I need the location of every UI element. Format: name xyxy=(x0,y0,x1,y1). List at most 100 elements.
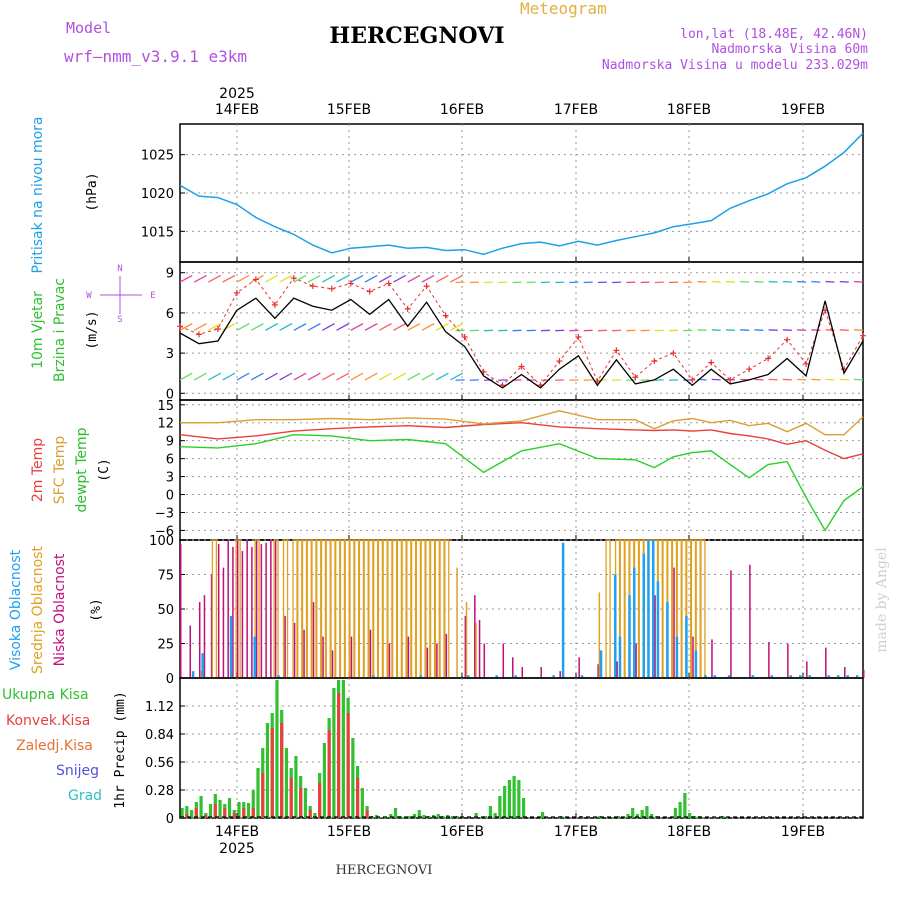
wind-arrow xyxy=(797,329,807,331)
cloud-low-bar xyxy=(303,629,305,678)
precip-total-bar xyxy=(237,802,241,818)
y-tick-label: 0 xyxy=(166,387,174,402)
precip-total-bar xyxy=(498,796,502,818)
precip-total-bar xyxy=(436,814,440,818)
y-tick-label: −3 xyxy=(155,506,174,521)
wind-arrow xyxy=(853,329,864,331)
wind-arrow xyxy=(768,329,778,331)
gust-point xyxy=(803,360,810,367)
gust-point xyxy=(385,280,392,287)
y-tick-label: 0 xyxy=(166,812,174,827)
cloud-low-bar xyxy=(350,636,353,678)
cloud-low-bar xyxy=(222,567,225,678)
cloud-mid-bar xyxy=(401,539,407,679)
gust-point xyxy=(423,283,430,290)
footer-station: HERCEGNOVI xyxy=(336,863,433,878)
cloud-low-bar xyxy=(597,664,599,678)
gust-point xyxy=(195,331,202,338)
cloud-high-bar xyxy=(789,675,793,678)
day-label-top: 17FEB xyxy=(554,102,598,118)
precip-legend: Ukupna Kisa Konvek.Kisa Zaledj.Kisa Snij… xyxy=(2,687,102,804)
gust-point xyxy=(556,358,563,365)
cloud-high-bar xyxy=(846,675,849,678)
cloud-mid-bar xyxy=(465,602,468,678)
cloud-high-bar xyxy=(614,574,617,678)
wind-arrow xyxy=(279,274,293,283)
wind-arrow xyxy=(421,323,435,331)
precip-total-bar xyxy=(180,808,184,818)
wind-arrow xyxy=(364,372,378,381)
wind-arrow xyxy=(179,274,193,283)
wind-rose-w: W xyxy=(86,291,92,301)
precip-total-bar xyxy=(417,810,421,818)
precip-total-bar xyxy=(683,793,687,818)
precip-total-bar xyxy=(626,814,630,818)
cloud-high-bar xyxy=(727,675,731,678)
precip-unit: 1hr Precip (mm) xyxy=(113,691,128,808)
cloud-low-bar xyxy=(180,544,182,678)
wind-title-2: Brzina i Pravac xyxy=(52,278,68,382)
cloud-high-bar xyxy=(798,675,802,678)
precip-conv-bar xyxy=(299,788,303,818)
gust-point xyxy=(328,285,335,292)
wind-arrow xyxy=(825,378,835,381)
gust-point xyxy=(252,276,259,283)
cloud-high-bar xyxy=(419,675,423,678)
y-tick-label: 1025 xyxy=(141,149,174,164)
gust-point xyxy=(689,376,696,383)
precip-total-bar xyxy=(702,817,706,818)
cloud-high-bar xyxy=(632,567,636,678)
cloud-mid-bar xyxy=(456,567,458,678)
precip-total-bar xyxy=(522,798,526,818)
cloud-high-bar xyxy=(855,675,859,678)
precip-conv-bar xyxy=(251,808,255,818)
precip-total-bar xyxy=(488,806,492,818)
gust-point xyxy=(233,289,240,296)
cloud-low-bar xyxy=(265,542,267,678)
precip-conv-bar xyxy=(232,813,236,818)
day-label-bottom: 16FEB xyxy=(440,824,484,840)
precip-total-bar xyxy=(379,817,383,818)
cloud-low-bar xyxy=(768,642,770,678)
wind-arrow xyxy=(407,372,421,381)
day-label-top: 18FEB xyxy=(667,102,711,118)
model-label: Model xyxy=(66,19,111,37)
wind-arrow xyxy=(768,378,778,381)
cloud-low-bar xyxy=(483,643,486,678)
cloud-high-bar xyxy=(628,595,631,678)
precip-conv-bar xyxy=(242,808,246,818)
cloud-low-bar xyxy=(863,669,865,678)
precip-total-bar xyxy=(360,788,364,818)
wind-arrow xyxy=(222,274,236,283)
precip-total-bar xyxy=(322,743,326,818)
y-tick-label: 75 xyxy=(157,569,174,584)
wind-arrow xyxy=(321,274,335,283)
wind-arrow xyxy=(740,329,750,331)
day-label-bottom: 15FEB xyxy=(327,824,371,840)
wind-arrow xyxy=(725,280,735,283)
cloud-low-bar xyxy=(825,647,827,678)
day-label-top: 15FEB xyxy=(327,102,371,118)
cloud-low-bar xyxy=(540,666,542,678)
wind-arrow xyxy=(193,323,207,331)
wind-arrow xyxy=(711,329,721,331)
wind-arrow xyxy=(839,280,849,283)
wind-arrow xyxy=(754,329,764,331)
wind-arrow xyxy=(293,274,307,283)
precip-total-bar xyxy=(389,814,393,818)
cloud-low-bar xyxy=(844,666,846,678)
precip-total-bar xyxy=(246,803,251,818)
precip-total-bar xyxy=(199,796,203,818)
gust-point xyxy=(746,366,753,373)
wind-arrow xyxy=(279,323,293,331)
wind-arrow xyxy=(393,323,407,331)
cloud-low-bar xyxy=(711,639,713,678)
day-label-bottom: 17FEB xyxy=(554,824,598,840)
y-tick-label: 6 xyxy=(166,307,174,322)
cloud-low-bar xyxy=(274,540,277,678)
wind-arrow xyxy=(236,372,250,381)
y-tick-label: 6 xyxy=(166,453,174,468)
y-tick-label: −6 xyxy=(155,524,174,539)
precip-total-bar xyxy=(284,748,289,818)
gust-point xyxy=(366,288,373,295)
